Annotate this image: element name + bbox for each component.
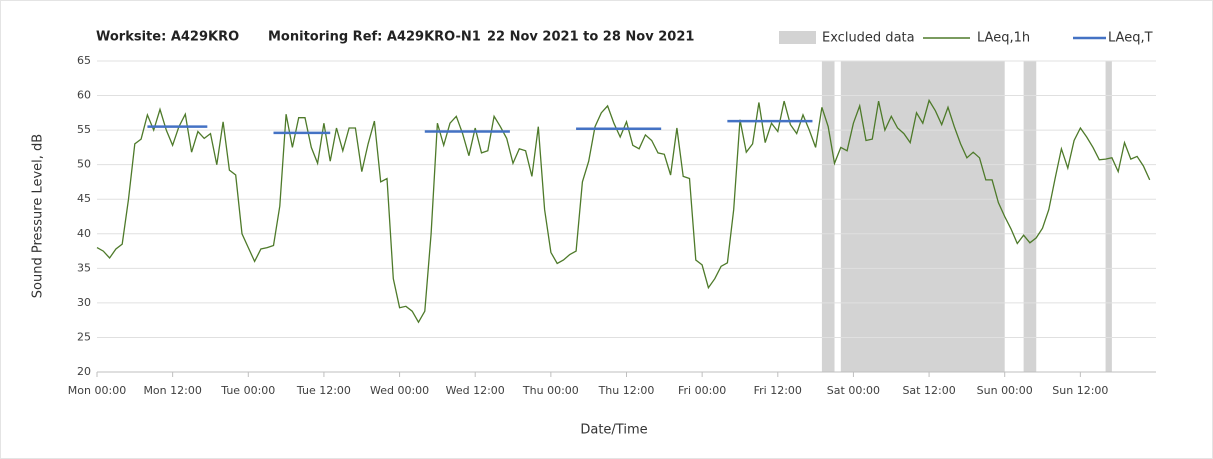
excluded-band <box>840 61 1005 372</box>
y-tick-label: 50 <box>77 158 91 171</box>
y-tick-label: 25 <box>77 330 91 343</box>
x-tick-label: Tue 00:00 <box>220 384 275 397</box>
excluded-band <box>1023 61 1037 372</box>
legend-label: LAeq,T <box>1108 31 1153 46</box>
x-tick-label: Mon 12:00 <box>143 384 201 397</box>
x-tick-label: Fri 12:00 <box>754 384 802 397</box>
x-tick-label: Mon 00:00 <box>68 384 126 397</box>
x-tick-label: Wed 12:00 <box>446 384 505 397</box>
legend-swatch <box>779 31 816 44</box>
x-tick-label: Tue 12:00 <box>296 384 351 397</box>
chart-title: Monitoring Ref: A429KRO-N1 <box>268 30 481 45</box>
x-tick-label: Sat 00:00 <box>827 384 880 397</box>
y-tick-label: 65 <box>77 54 91 67</box>
y-tick-label: 40 <box>77 227 91 240</box>
x-tick-label: Sun 00:00 <box>977 384 1033 397</box>
y-axis-title: Sound Pressure Level, dB <box>31 134 46 298</box>
legend-label: LAeq,1h <box>977 31 1030 46</box>
y-tick-label: 30 <box>77 296 91 309</box>
chart-title: 22 Nov 2021 to 28 Nov 2021 <box>487 30 694 45</box>
legend-label: Excluded data <box>822 31 915 46</box>
excluded-band <box>1105 61 1112 372</box>
x-tick-label: Wed 00:00 <box>370 384 429 397</box>
x-tick-label: Sat 12:00 <box>902 384 955 397</box>
y-tick-label: 45 <box>77 192 91 205</box>
x-tick-label: Sun 12:00 <box>1052 384 1108 397</box>
x-tick-label: Fri 00:00 <box>678 384 726 397</box>
y-tick-label: 60 <box>77 89 91 102</box>
x-tick-label: Thu 12:00 <box>598 384 655 397</box>
x-tick-label: Thu 00:00 <box>522 384 579 397</box>
y-tick-label: 55 <box>77 123 91 136</box>
chart-title: Worksite: A429KRO <box>96 30 239 45</box>
y-tick-label: 35 <box>77 261 91 274</box>
x-axis-title: Date/Time <box>580 423 647 438</box>
y-tick-label: 20 <box>77 365 91 378</box>
excluded-band <box>821 61 835 372</box>
